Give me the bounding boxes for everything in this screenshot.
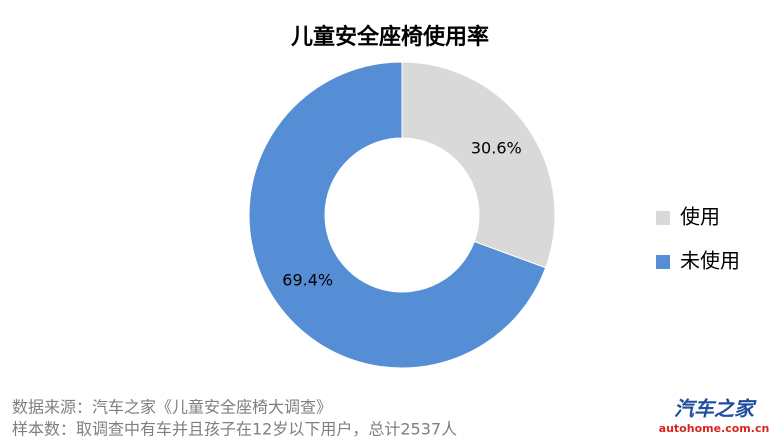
logo-url: autohome.com.cn: [659, 422, 770, 435]
source-note: 数据来源：汽车之家《儿童安全座椅大调查》: [12, 398, 332, 417]
chart-title: 儿童安全座椅使用率: [290, 24, 489, 50]
legend-label: 未使用: [680, 249, 740, 273]
data-label: 69.4%: [282, 270, 333, 289]
legend-swatch: [656, 211, 670, 225]
slice: [401, 61, 556, 269]
data-label: 30.6%: [471, 139, 522, 158]
legend-swatch: [656, 255, 670, 269]
logo: 汽车之家: [674, 397, 757, 421]
sample-note: 样本数：取调查中有车并且孩子在12岁以下用户，总计2537人: [12, 420, 457, 439]
legend-label: 使用: [680, 205, 720, 229]
slice: [248, 61, 547, 369]
